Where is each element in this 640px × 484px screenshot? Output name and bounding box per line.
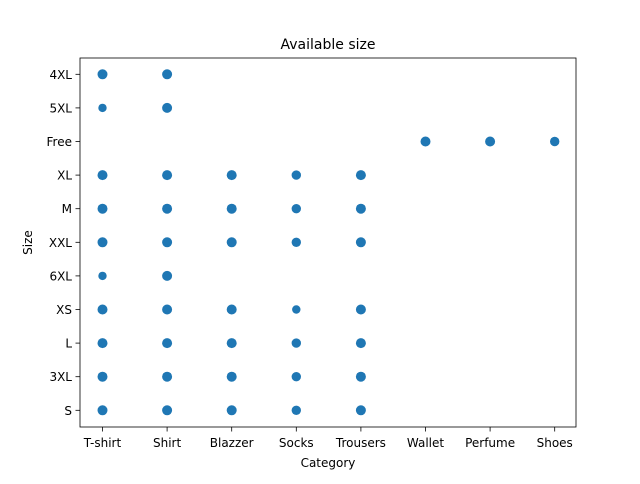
y-axis-label: Size xyxy=(21,230,35,255)
point-socks-xl xyxy=(291,170,301,180)
point-blazzer-s xyxy=(226,405,237,416)
point-socks-xxl xyxy=(291,237,301,247)
point-shirt-4xl xyxy=(162,69,173,80)
point-trousers-3xl xyxy=(355,371,366,382)
point-shoes-free xyxy=(550,136,560,147)
point-socks-l xyxy=(291,338,301,348)
point-t-shirt-xxl xyxy=(97,237,108,248)
x-tick-label-t-shirt: T-shirt xyxy=(83,436,122,450)
data-points xyxy=(97,69,560,416)
point-socks-xs xyxy=(292,305,301,314)
y-tick-label-m: M xyxy=(62,202,72,216)
y-tick-label-xs: XS xyxy=(56,303,72,317)
chart-title: Available size xyxy=(281,37,376,53)
x-axis: T-shirt Shirt Blazzer Socks Trousers Wallet Pe… xyxy=(83,427,573,450)
point-t-shirt-3xl xyxy=(97,371,108,382)
y-tick-label-xxl: XXL xyxy=(49,236,72,250)
y-tick-label-3xl: 3XL xyxy=(49,370,72,384)
x-tick-label-blazzer: Blazzer xyxy=(210,436,254,450)
point-t-shirt-xs xyxy=(97,304,108,315)
point-t-shirt-m xyxy=(97,203,108,214)
point-shirt-6xl xyxy=(162,270,173,281)
point-perfume-free xyxy=(485,136,496,147)
y-tick-label-l: L xyxy=(65,337,72,351)
plot-area-frame xyxy=(79,57,577,428)
y-tick-label-xl: XL xyxy=(57,169,72,183)
point-t-shirt-4xl xyxy=(97,69,108,80)
y-tick-label-s: S xyxy=(64,404,72,418)
point-blazzer-3xl xyxy=(226,371,237,382)
x-tick-label-wallet: Wallet xyxy=(407,436,445,450)
point-trousers-s xyxy=(355,405,366,416)
point-socks-s xyxy=(291,405,301,415)
point-trousers-xs xyxy=(355,304,366,315)
y-tick-label-5xl: 5XL xyxy=(49,101,72,115)
point-shirt-l xyxy=(162,338,173,349)
point-shirt-xxl xyxy=(162,237,173,248)
point-shirt-xl xyxy=(162,170,173,181)
x-tick-label-socks: Socks xyxy=(279,436,314,450)
point-trousers-xl xyxy=(355,170,366,181)
y-tick-label-6xl: 6XL xyxy=(49,269,72,283)
point-blazzer-xxl xyxy=(226,237,237,248)
point-wallet-free xyxy=(420,136,431,147)
y-axis: S 3XL L XS 6XL XXL M XL Free 5XL 4XL xyxy=(47,68,80,418)
point-t-shirt-l xyxy=(97,338,108,349)
x-tick-label-trousers: Trousers xyxy=(335,436,386,450)
point-trousers-l xyxy=(355,338,366,349)
y-tick-label-free: Free xyxy=(47,135,72,149)
point-trousers-m xyxy=(355,203,366,214)
point-blazzer-m xyxy=(226,203,237,214)
point-trousers-xxl xyxy=(355,237,366,248)
x-axis-label: Category xyxy=(301,456,356,470)
point-shirt-m xyxy=(162,203,173,214)
x-tick-label-shoes: Shoes xyxy=(537,436,573,450)
x-tick-label-shirt: Shirt xyxy=(153,436,181,450)
point-blazzer-xl xyxy=(226,170,237,181)
point-shirt-s xyxy=(162,405,173,416)
point-shirt-5xl xyxy=(162,102,173,113)
point-socks-m xyxy=(291,204,301,214)
point-t-shirt-s xyxy=(97,405,108,416)
point-t-shirt-xl xyxy=(97,170,108,181)
y-tick-label-4xl: 4XL xyxy=(49,68,72,82)
point-blazzer-xs xyxy=(226,304,237,315)
x-tick-label-perfume: Perfume xyxy=(465,436,515,450)
point-shirt-xs xyxy=(162,304,173,315)
point-t-shirt-5xl xyxy=(98,103,107,113)
point-t-shirt-6xl xyxy=(98,271,107,281)
point-socks-3xl xyxy=(291,372,301,382)
point-blazzer-l xyxy=(226,338,237,349)
point-shirt-3xl xyxy=(162,371,173,382)
